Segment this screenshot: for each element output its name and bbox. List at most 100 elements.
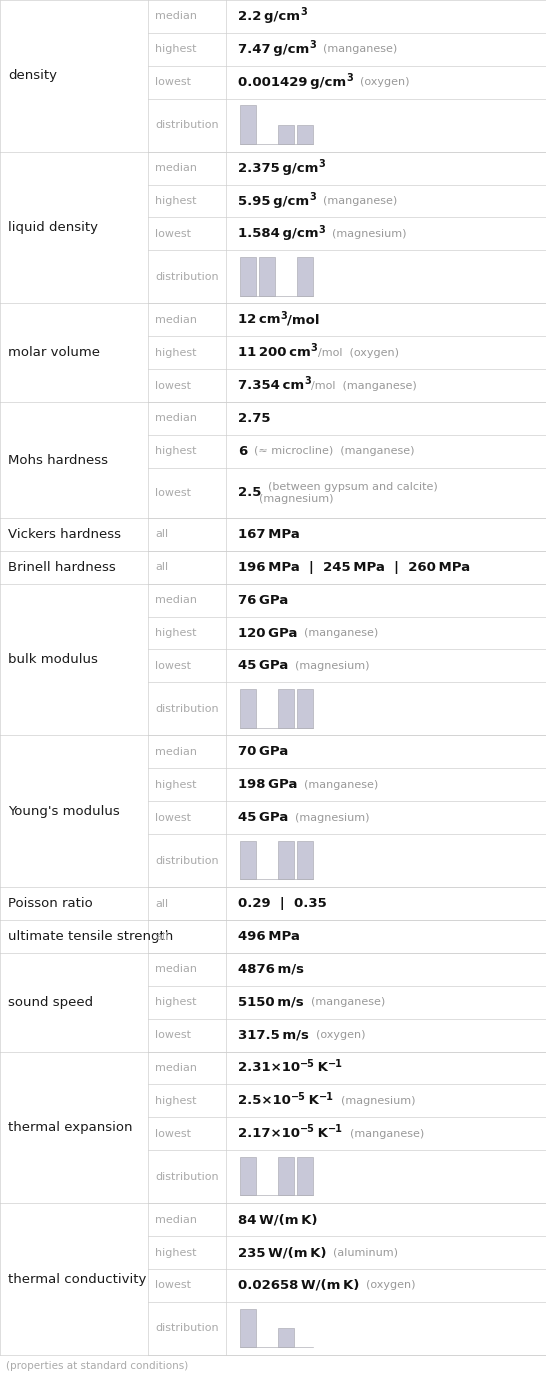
Text: distribution: distribution bbox=[155, 120, 218, 130]
Text: (manganese): (manganese) bbox=[316, 196, 397, 205]
Text: highest: highest bbox=[155, 44, 197, 54]
Bar bbox=[278, 1157, 294, 1196]
Text: (magnesium): (magnesium) bbox=[252, 494, 334, 503]
Text: 2.17×10: 2.17×10 bbox=[238, 1127, 300, 1140]
Text: lowest: lowest bbox=[155, 812, 191, 823]
Text: highest: highest bbox=[155, 779, 197, 790]
Text: highest: highest bbox=[155, 1248, 197, 1258]
Text: K: K bbox=[315, 1127, 328, 1140]
Text: highest: highest bbox=[155, 997, 197, 1007]
Text: (oxygen): (oxygen) bbox=[309, 1030, 365, 1040]
Text: −1: −1 bbox=[328, 1059, 343, 1069]
Text: 3: 3 bbox=[309, 40, 316, 50]
Text: lowest: lowest bbox=[155, 1281, 191, 1291]
Text: distribution: distribution bbox=[155, 1172, 218, 1182]
Text: median: median bbox=[155, 1063, 197, 1073]
Text: K: K bbox=[315, 1062, 328, 1074]
Bar bbox=[297, 258, 313, 295]
Text: −1: −1 bbox=[319, 1092, 334, 1102]
Text: 3: 3 bbox=[281, 310, 287, 321]
Text: 2.5: 2.5 bbox=[238, 487, 262, 499]
Text: liquid density: liquid density bbox=[8, 221, 98, 234]
Text: highest: highest bbox=[155, 627, 197, 638]
Text: 84 W/(m K): 84 W/(m K) bbox=[238, 1214, 318, 1226]
Text: thermal conductivity: thermal conductivity bbox=[8, 1273, 146, 1285]
Text: all: all bbox=[155, 530, 168, 539]
Text: Mohs hardness: Mohs hardness bbox=[8, 454, 108, 466]
Bar bbox=[278, 124, 294, 143]
Text: median: median bbox=[155, 414, 197, 423]
Text: median: median bbox=[155, 964, 197, 975]
Bar bbox=[259, 258, 275, 295]
Text: 6: 6 bbox=[238, 445, 247, 458]
Text: (manganese): (manganese) bbox=[298, 627, 378, 638]
Text: 235 W/(m K): 235 W/(m K) bbox=[238, 1247, 327, 1259]
Bar bbox=[297, 1157, 313, 1196]
Text: /mol: /mol bbox=[287, 313, 320, 327]
Bar bbox=[240, 1157, 256, 1196]
Bar bbox=[297, 690, 313, 728]
Text: (≈ microcline)  (manganese): (≈ microcline) (manganese) bbox=[247, 447, 415, 456]
Text: lowest: lowest bbox=[155, 381, 191, 390]
Text: thermal expansion: thermal expansion bbox=[8, 1121, 133, 1134]
Text: highest: highest bbox=[155, 196, 197, 205]
Text: highest: highest bbox=[155, 447, 197, 456]
Text: highest: highest bbox=[155, 1096, 197, 1106]
Text: lowest: lowest bbox=[155, 77, 191, 87]
Text: 1.584 g/cm: 1.584 g/cm bbox=[238, 228, 318, 240]
Text: median: median bbox=[155, 747, 197, 757]
Text: sound speed: sound speed bbox=[8, 996, 93, 1008]
Text: (magnesium): (magnesium) bbox=[325, 229, 407, 239]
Text: 12 cm: 12 cm bbox=[238, 313, 281, 327]
Text: distribution: distribution bbox=[155, 855, 218, 866]
Text: Poisson ratio: Poisson ratio bbox=[8, 898, 93, 910]
Text: 120 GPa: 120 GPa bbox=[238, 626, 298, 640]
Text: −5: −5 bbox=[300, 1059, 315, 1069]
Text: lowest: lowest bbox=[155, 229, 191, 239]
Text: median: median bbox=[155, 314, 197, 325]
Text: −5: −5 bbox=[291, 1092, 306, 1102]
Text: 496 MPa: 496 MPa bbox=[238, 929, 300, 943]
Text: 3: 3 bbox=[309, 192, 316, 201]
Text: /mol  (manganese): /mol (manganese) bbox=[311, 381, 417, 390]
Text: 5.95 g/cm: 5.95 g/cm bbox=[238, 194, 309, 207]
Text: (manganese): (manganese) bbox=[304, 997, 385, 1007]
Bar bbox=[297, 841, 313, 880]
Text: −1: −1 bbox=[328, 1124, 343, 1135]
Bar bbox=[240, 258, 256, 295]
Text: /mol  (oxygen): /mol (oxygen) bbox=[318, 348, 399, 357]
Text: median: median bbox=[155, 1215, 197, 1225]
Text: 198 GPa: 198 GPa bbox=[238, 778, 298, 792]
Text: median: median bbox=[155, 596, 197, 605]
Text: 0.02658 W/(m K): 0.02658 W/(m K) bbox=[238, 1278, 359, 1292]
Text: 45 GPa: 45 GPa bbox=[238, 659, 288, 673]
Text: 45 GPa: 45 GPa bbox=[238, 811, 288, 825]
Text: lowest: lowest bbox=[155, 661, 191, 672]
Text: 70 GPa: 70 GPa bbox=[238, 746, 288, 758]
Text: 167 MPa: 167 MPa bbox=[238, 528, 300, 541]
Text: (properties at standard conditions): (properties at standard conditions) bbox=[6, 1361, 188, 1371]
Text: (manganese): (manganese) bbox=[316, 44, 397, 54]
Text: (between gypsum and calcite): (between gypsum and calcite) bbox=[262, 483, 438, 492]
Text: 7.354 cm: 7.354 cm bbox=[238, 379, 304, 392]
Text: 3: 3 bbox=[318, 225, 325, 234]
Bar bbox=[278, 1328, 294, 1347]
Text: all: all bbox=[155, 563, 168, 572]
Text: K: K bbox=[306, 1095, 319, 1107]
Text: 2.2 g/cm: 2.2 g/cm bbox=[238, 10, 300, 23]
Text: median: median bbox=[155, 11, 197, 22]
Text: lowest: lowest bbox=[155, 1030, 191, 1040]
Text: 4876 m/s: 4876 m/s bbox=[238, 963, 304, 976]
Text: distribution: distribution bbox=[155, 703, 218, 714]
Text: (magnesium): (magnesium) bbox=[288, 812, 370, 823]
Text: Vickers hardness: Vickers hardness bbox=[8, 528, 121, 541]
Text: 2.375 g/cm: 2.375 g/cm bbox=[238, 161, 318, 175]
Text: distribution: distribution bbox=[155, 272, 218, 281]
Text: 2.31×10: 2.31×10 bbox=[238, 1062, 300, 1074]
Text: 317.5 m/s: 317.5 m/s bbox=[238, 1029, 309, 1041]
Text: 0.29  |  0.35: 0.29 | 0.35 bbox=[238, 898, 327, 910]
Text: distribution: distribution bbox=[155, 1324, 218, 1333]
Text: 3: 3 bbox=[346, 73, 353, 83]
Text: 76 GPa: 76 GPa bbox=[238, 594, 288, 607]
Bar bbox=[240, 105, 256, 143]
